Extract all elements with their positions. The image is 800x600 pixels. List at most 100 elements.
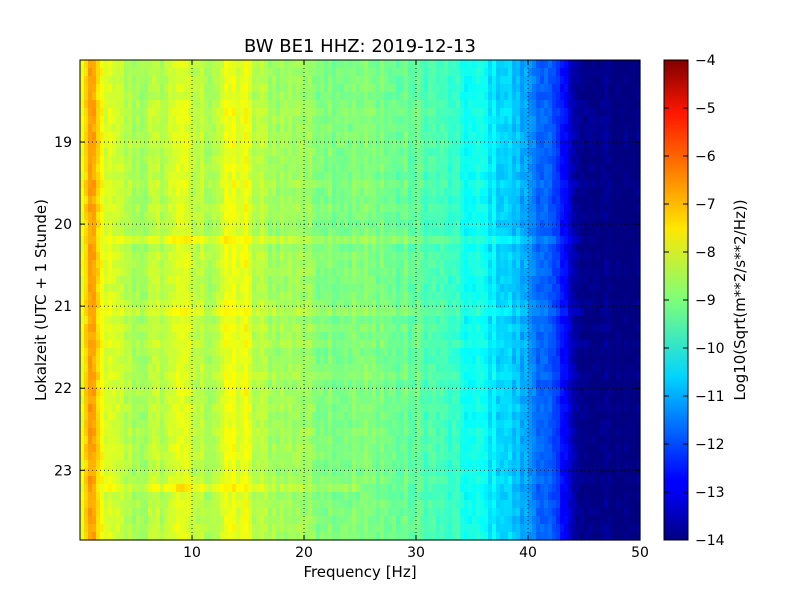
heatmap-cell — [220, 260, 225, 269]
heatmap-cell — [500, 196, 505, 205]
heatmap-cell — [316, 188, 321, 197]
heatmap-cell — [480, 212, 485, 221]
heatmap-cell — [544, 212, 549, 221]
heatmap-cell — [108, 292, 113, 301]
heatmap-cell — [636, 116, 641, 125]
heatmap-cell — [584, 252, 589, 261]
heatmap-cell — [160, 164, 165, 173]
heatmap-cell — [168, 268, 173, 277]
heatmap-cell — [84, 228, 89, 237]
heatmap-cell — [328, 316, 333, 325]
heatmap-cell — [492, 84, 497, 93]
heatmap-cell — [308, 172, 313, 181]
heatmap-cell — [512, 292, 517, 301]
heatmap-cell — [620, 100, 625, 109]
heatmap-cell — [180, 212, 185, 221]
heatmap-cell — [200, 340, 205, 349]
heatmap-cell — [404, 76, 409, 85]
heatmap-cell — [148, 196, 153, 205]
heatmap-cell — [264, 124, 269, 133]
heatmap-cell — [396, 324, 401, 333]
heatmap-cell — [432, 148, 437, 157]
heatmap-cell — [220, 84, 225, 93]
heatmap-cell — [376, 92, 381, 101]
heatmap-cell — [188, 204, 193, 213]
heatmap-cell — [212, 276, 217, 285]
heatmap-cell — [548, 156, 553, 165]
heatmap-cell — [432, 212, 437, 221]
heatmap-cell — [268, 268, 273, 277]
heatmap-cell — [572, 244, 577, 253]
heatmap-cell — [188, 236, 193, 245]
heatmap-cell — [616, 124, 621, 133]
heatmap-cell — [220, 100, 225, 109]
heatmap-cell — [392, 332, 397, 341]
heatmap-cell — [532, 156, 537, 165]
heatmap-cell — [396, 76, 401, 85]
heatmap-cell — [316, 108, 321, 117]
heatmap-cell — [168, 60, 173, 69]
heatmap-cell — [100, 340, 105, 349]
heatmap-cell — [624, 60, 629, 69]
heatmap-cell — [440, 292, 445, 301]
heatmap-cell — [212, 164, 217, 173]
heatmap-cell — [244, 156, 249, 165]
heatmap-cell — [280, 60, 285, 69]
heatmap-cell — [628, 140, 633, 149]
heatmap-cell — [616, 252, 621, 261]
heatmap-cell — [556, 148, 561, 157]
heatmap-cell — [204, 228, 209, 237]
heatmap-cell — [312, 180, 317, 189]
heatmap-cell — [240, 268, 245, 277]
heatmap-cell — [496, 204, 501, 213]
heatmap-cell — [284, 124, 289, 133]
heatmap-cell — [560, 92, 565, 101]
heatmap-cell — [336, 140, 341, 149]
heatmap-cell — [140, 268, 145, 277]
heatmap-cell — [144, 196, 149, 205]
heatmap-cell — [220, 156, 225, 165]
heatmap-cell — [396, 92, 401, 101]
heatmap-cell — [88, 108, 93, 117]
heatmap-cell — [160, 228, 165, 237]
heatmap-cell — [620, 84, 625, 93]
heatmap-cell — [308, 276, 313, 285]
heatmap-cell — [152, 204, 157, 213]
heatmap-cell — [264, 68, 269, 77]
heatmap-cell — [428, 100, 433, 109]
heatmap-cell — [212, 316, 217, 325]
heatmap-cell — [572, 100, 577, 109]
heatmap-cell — [280, 180, 285, 189]
heatmap-cell — [456, 316, 461, 325]
heatmap-cell — [372, 260, 377, 269]
heatmap-cell — [448, 316, 453, 325]
heatmap-cell — [612, 300, 617, 309]
heatmap-cell — [92, 260, 97, 269]
heatmap-cell — [128, 220, 133, 229]
heatmap-cell — [360, 164, 365, 173]
heatmap-cell — [120, 156, 125, 165]
heatmap-cell — [332, 68, 337, 77]
heatmap-cell — [548, 252, 553, 261]
heatmap-cell — [268, 100, 273, 109]
heatmap-cell — [376, 132, 381, 141]
heatmap-cell — [300, 236, 305, 245]
heatmap-cell — [248, 180, 253, 189]
heatmap-cell — [120, 324, 125, 333]
heatmap-cell — [484, 236, 489, 245]
heatmap-cell — [240, 84, 245, 93]
heatmap-cell — [392, 92, 397, 101]
heatmap-cell — [456, 236, 461, 245]
heatmap-cell — [488, 60, 493, 69]
heatmap-cell — [348, 244, 353, 253]
heatmap-cell — [132, 140, 137, 149]
heatmap-cell — [260, 172, 265, 181]
heatmap-cell — [376, 236, 381, 245]
heatmap-cell — [296, 188, 301, 197]
heatmap-cell — [476, 148, 481, 157]
heatmap-cell — [184, 180, 189, 189]
heatmap-cell — [172, 60, 177, 69]
heatmap-cell — [504, 172, 509, 181]
heatmap-cell — [580, 132, 585, 141]
heatmap-cell — [264, 276, 269, 285]
